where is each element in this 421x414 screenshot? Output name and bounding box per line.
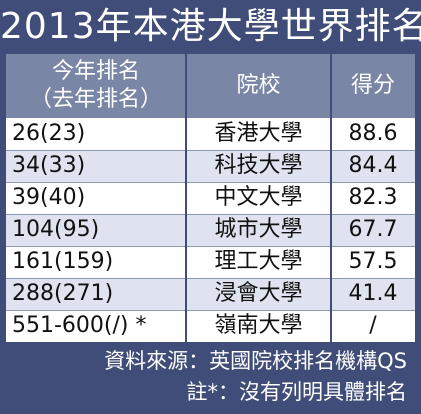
table-row: 26(23) 香港大學 88.6 [6, 118, 415, 150]
school-cell: 科技大學 [214, 153, 303, 178]
header-rank-line2: （去年排名） [29, 87, 162, 112]
school-cell: 嶺南大學 [214, 313, 303, 338]
score-cell: 84.4 [348, 153, 398, 178]
row-divider [6, 310, 415, 311]
rank-cell: 161(159) [12, 249, 114, 274]
header-score: 得分 [350, 73, 395, 98]
table-header: 今年排名 （去年排名） 院校 得分 [6, 54, 415, 118]
score-cell: 88.6 [348, 121, 398, 146]
header-school: 院校 [236, 73, 281, 98]
source-note: 資料來源：英國院校排名機構QS [104, 349, 407, 373]
row-divider [6, 214, 415, 215]
table-row: 161(159) 理工大學 57.5 [6, 246, 415, 278]
row-divider [6, 182, 415, 183]
score-cell: / [369, 313, 377, 338]
header-rank-line1: 今年排名 [51, 59, 140, 84]
footnote: 註*：沒有列明具體排名 [186, 380, 408, 404]
table-row: 34(33) 科技大學 84.4 [6, 150, 415, 182]
school-cell: 浸會大學 [214, 281, 303, 306]
header-rank: 今年排名 （去年排名） [6, 54, 186, 118]
school-cell: 理工大學 [214, 249, 303, 274]
score-cell: 41.4 [348, 281, 398, 306]
rank-cell: 551-600(/) * [12, 313, 147, 338]
table-row: 551-600(/) * 嶺南大學 / [6, 310, 415, 342]
table-row: 288(271) 浸會大學 41.4 [6, 278, 415, 310]
column-divider [185, 54, 187, 342]
rank-cell: 34(33) [12, 153, 86, 178]
page-title: 2013年本港大學世界排名 [0, 6, 421, 47]
score-cell: 67.7 [348, 217, 398, 242]
score-cell: 82.3 [348, 185, 398, 210]
row-divider [6, 278, 415, 279]
row-divider [6, 150, 415, 151]
table-row: 104(95) 城市大學 67.7 [6, 214, 415, 246]
score-cell: 57.5 [348, 249, 398, 274]
ranking-table: 今年排名 （去年排名） 院校 得分 26(23) 香港大學 88.6 34(33… [6, 54, 415, 342]
rank-cell: 39(40) [12, 185, 86, 210]
rank-cell: 26(23) [12, 121, 86, 146]
school-cell: 城市大學 [214, 217, 303, 242]
rank-cell: 104(95) [12, 217, 100, 242]
rank-cell: 288(271) [12, 281, 114, 306]
school-cell: 中文大學 [214, 185, 303, 210]
column-divider [330, 54, 332, 342]
table-row: 39(40) 中文大學 82.3 [6, 182, 415, 214]
school-cell: 香港大學 [214, 121, 303, 146]
row-divider [6, 246, 415, 247]
